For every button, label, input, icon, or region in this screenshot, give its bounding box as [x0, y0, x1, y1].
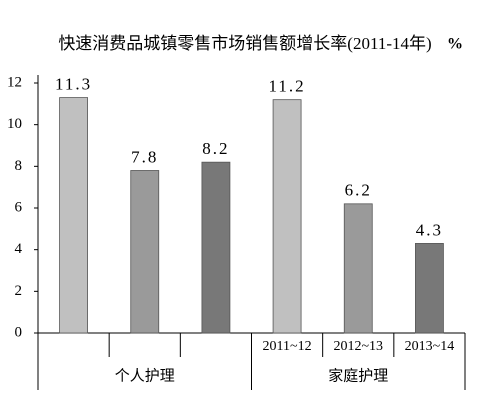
value-label: 8.2 [202, 139, 229, 158]
series-label: 2012~13 [333, 339, 383, 354]
value-label: 4.3 [416, 220, 443, 239]
bar [415, 243, 444, 334]
series-label: 2013~14 [405, 339, 455, 354]
y-tick-label: 8 [15, 158, 23, 174]
bar [343, 203, 373, 334]
y-tick-label: 10 [7, 116, 22, 132]
bar [59, 97, 88, 334]
y-tick-label: 6 [15, 199, 23, 215]
y-tick-label: 12 [7, 74, 22, 90]
chart-title: 快速消费品城镇零售市场销售额增长率(2011-14年) [58, 34, 431, 53]
group-label: 家庭护理 [328, 367, 388, 384]
value-label: 11.2 [269, 77, 306, 96]
bar [201, 161, 231, 334]
value-label: 7.8 [131, 147, 158, 166]
unit-label: % [447, 36, 463, 53]
value-label: 6.2 [345, 181, 372, 200]
value-label: 11.3 [55, 74, 92, 93]
series-label: 2011~12 [263, 339, 312, 354]
bar [130, 170, 160, 334]
bar [272, 99, 302, 334]
group-label: 个人护理 [115, 367, 175, 384]
y-tick-label: 4 [15, 241, 23, 257]
y-tick-label: 2 [15, 283, 23, 299]
y-tick-label: 0 [15, 324, 23, 340]
